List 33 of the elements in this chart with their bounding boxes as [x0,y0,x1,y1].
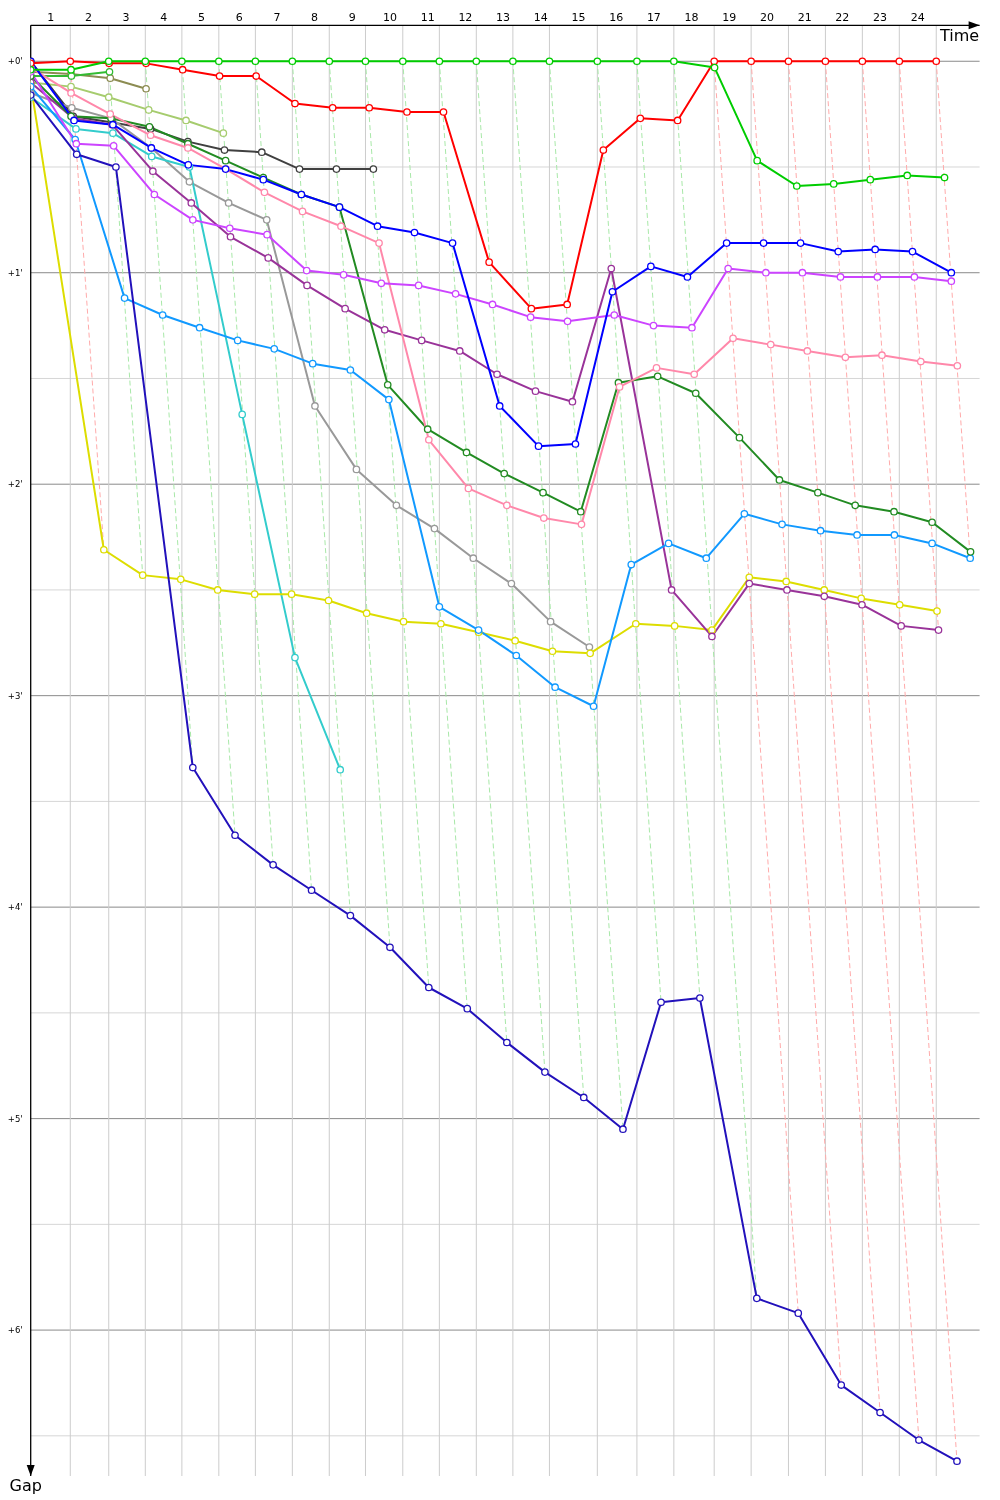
x-tick-label: 4 [160,11,168,25]
x-axis-title: Time [939,26,980,46]
x-tick-label: 9 [348,11,356,25]
x-tick-label: 12 [458,11,473,25]
y-tick-label: +5' [7,1113,23,1124]
y-tick-label: +0' [7,56,23,67]
y-tick-label: +2' [7,479,23,490]
x-tick-label: 15 [571,11,586,25]
x-tick-label: 1 [47,11,55,25]
x-tick-label: 19 [722,11,737,25]
x-tick-label: 3 [122,11,130,25]
x-tick-label: 16 [609,11,624,25]
x-tick-label: 6 [235,11,243,25]
y-tick-label: +1' [7,267,23,278]
x-tick-label: 2 [84,11,92,25]
y-axis-title: Gap [9,1476,42,1495]
x-tick-label: 10 [382,11,397,25]
x-tick-label: 20 [759,11,774,25]
x-tick-label: 17 [646,11,661,25]
x-tick-label: 23 [873,11,888,25]
x-tick-label: 18 [684,11,699,25]
y-tick-label: +3' [7,690,23,701]
x-tick-label: 24 [910,11,925,25]
x-tick-label: 22 [835,11,850,25]
y-tick-label: +4' [7,902,23,913]
y-tick-label: +6' [7,1325,23,1336]
x-tick-label: 8 [311,11,319,25]
x-tick-label: 7 [273,11,281,25]
x-tick-label: 5 [197,11,205,25]
x-tick-label: 11 [420,11,435,25]
x-tick-label: 14 [533,11,548,25]
x-tick-label: 13 [496,11,511,25]
x-tick-label: 21 [797,11,812,25]
